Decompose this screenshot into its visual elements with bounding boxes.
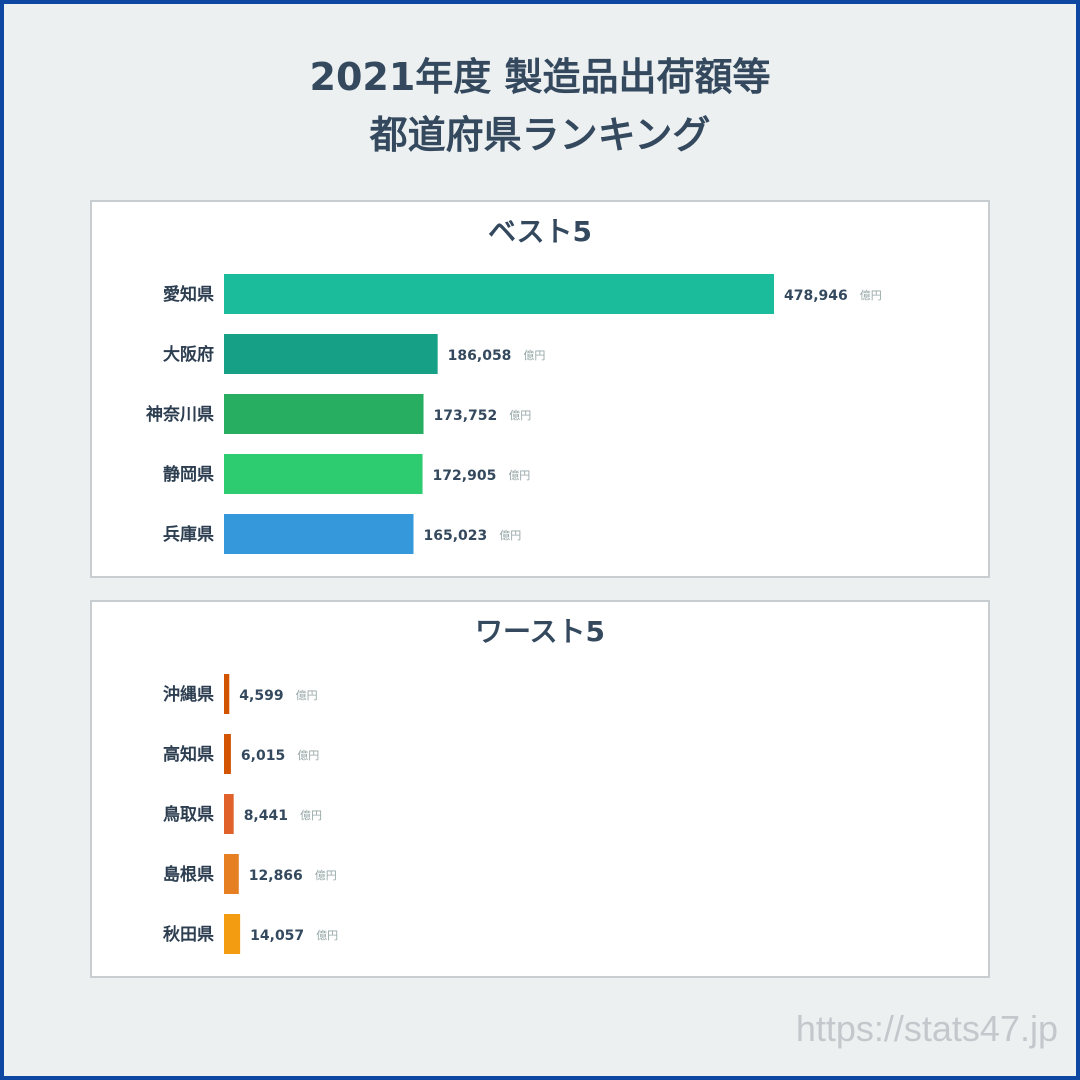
worst5-panel: ワースト5 沖縄県 4,599 億円 高知県 6,015 億円 鳥取県 8,441 億円 島根県 1… bbox=[90, 600, 990, 978]
best5-bar bbox=[224, 274, 774, 314]
worst5-bar bbox=[224, 674, 230, 714]
best5-category-label: 神奈川県 bbox=[146, 404, 214, 425]
best5-panel: ベスト5 愛知県 478,946 億円 大阪府 186,058 億円 神奈川県 173,752… bbox=[90, 200, 990, 578]
best5-title: ベスト5 bbox=[487, 215, 593, 248]
worst5-bar bbox=[224, 794, 234, 834]
best5-unit-label: 億円 bbox=[509, 409, 531, 422]
worst5-bar bbox=[224, 914, 241, 954]
worst5-value-label: 8,441 bbox=[244, 808, 288, 824]
best5-unit-label: 億円 bbox=[860, 289, 882, 302]
worst5-value-label: 6,015 bbox=[241, 748, 285, 764]
source-url: https://stats47.jp bbox=[795, 1008, 1058, 1049]
worst5-unit-label: 億円 bbox=[316, 929, 338, 942]
worst5-unit-label: 億円 bbox=[300, 809, 322, 822]
worst5-value-label: 12,866 bbox=[249, 868, 303, 884]
worst5-title: ワースト5 bbox=[474, 615, 606, 648]
page-title-line1: 2021年度 製造品出荷額等 bbox=[309, 55, 771, 99]
best5-value-label: 172,905 bbox=[433, 468, 497, 484]
best5-category-label: 静岡県 bbox=[163, 464, 214, 485]
best5-unit-label: 億円 bbox=[508, 469, 530, 482]
page-title-line2: 都道府県ランキング bbox=[369, 113, 711, 157]
worst5-unit-label: 億円 bbox=[296, 689, 318, 702]
best5-category-label: 兵庫県 bbox=[163, 524, 214, 545]
best5-category-label: 愛知県 bbox=[163, 284, 214, 305]
worst5-value-label: 4,599 bbox=[239, 688, 283, 704]
worst5-category-label: 鳥取県 bbox=[163, 804, 214, 825]
worst5-category-label: 島根県 bbox=[163, 864, 214, 885]
best5-value-label: 165,023 bbox=[424, 528, 488, 544]
worst5-category-label: 秋田県 bbox=[163, 924, 214, 945]
best5-value-label: 478,946 bbox=[784, 288, 848, 304]
worst5-value-label: 14,057 bbox=[250, 928, 304, 944]
worst5-category-label: 高知県 bbox=[163, 744, 214, 765]
worst5-unit-label: 億円 bbox=[315, 869, 337, 882]
worst5-category-label: 沖縄県 bbox=[163, 684, 214, 705]
best5-bar bbox=[224, 454, 423, 494]
best5-value-label: 186,058 bbox=[448, 348, 512, 364]
best5-bar bbox=[224, 514, 414, 554]
worst5-bar bbox=[224, 854, 239, 894]
worst5-unit-label: 億円 bbox=[297, 749, 319, 762]
best5-category-label: 大阪府 bbox=[163, 344, 214, 365]
best5-value-label: 173,752 bbox=[434, 408, 498, 424]
best5-unit-label: 億円 bbox=[499, 529, 521, 542]
best5-unit-label: 億円 bbox=[523, 349, 545, 362]
best5-bar bbox=[224, 394, 424, 434]
best5-bar bbox=[224, 334, 438, 374]
worst5-bar bbox=[224, 734, 231, 774]
